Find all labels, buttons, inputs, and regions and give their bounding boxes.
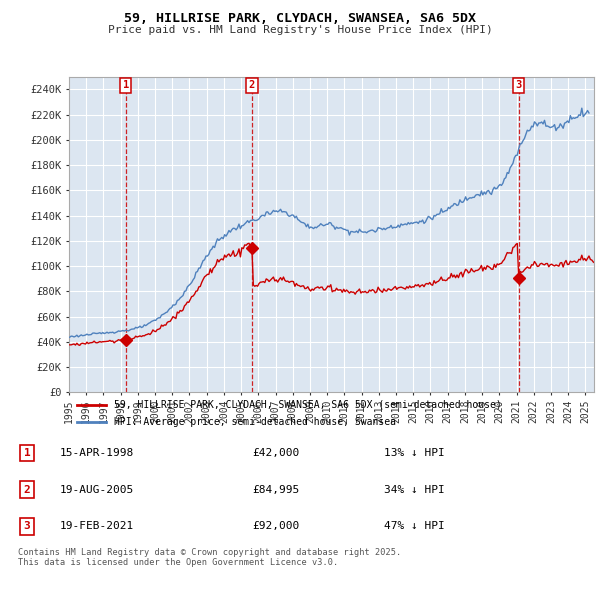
Text: Contains HM Land Registry data © Crown copyright and database right 2025.
This d: Contains HM Land Registry data © Crown c… (18, 548, 401, 567)
Text: 59, HILLRISE PARK, CLYDACH, SWANSEA, SA6 5DX (semi-detached house): 59, HILLRISE PARK, CLYDACH, SWANSEA, SA6… (113, 400, 502, 410)
Text: 1: 1 (23, 448, 31, 458)
Text: 1: 1 (122, 80, 129, 90)
Text: 34% ↓ HPI: 34% ↓ HPI (384, 485, 445, 494)
Text: £42,000: £42,000 (252, 448, 299, 458)
Text: HPI: Average price, semi-detached house, Swansea: HPI: Average price, semi-detached house,… (113, 417, 395, 427)
Text: £92,000: £92,000 (252, 522, 299, 531)
Text: 3: 3 (23, 522, 31, 531)
Text: £84,995: £84,995 (252, 485, 299, 494)
Text: 15-APR-1998: 15-APR-1998 (60, 448, 134, 458)
Text: 47% ↓ HPI: 47% ↓ HPI (384, 522, 445, 531)
Text: 2: 2 (23, 485, 31, 494)
Text: 13% ↓ HPI: 13% ↓ HPI (384, 448, 445, 458)
Text: 19-AUG-2005: 19-AUG-2005 (60, 485, 134, 494)
Text: 19-FEB-2021: 19-FEB-2021 (60, 522, 134, 531)
Text: Price paid vs. HM Land Registry's House Price Index (HPI): Price paid vs. HM Land Registry's House … (107, 25, 493, 35)
Text: 2: 2 (249, 80, 255, 90)
Text: 3: 3 (515, 80, 522, 90)
Text: 59, HILLRISE PARK, CLYDACH, SWANSEA, SA6 5DX: 59, HILLRISE PARK, CLYDACH, SWANSEA, SA6… (124, 12, 476, 25)
